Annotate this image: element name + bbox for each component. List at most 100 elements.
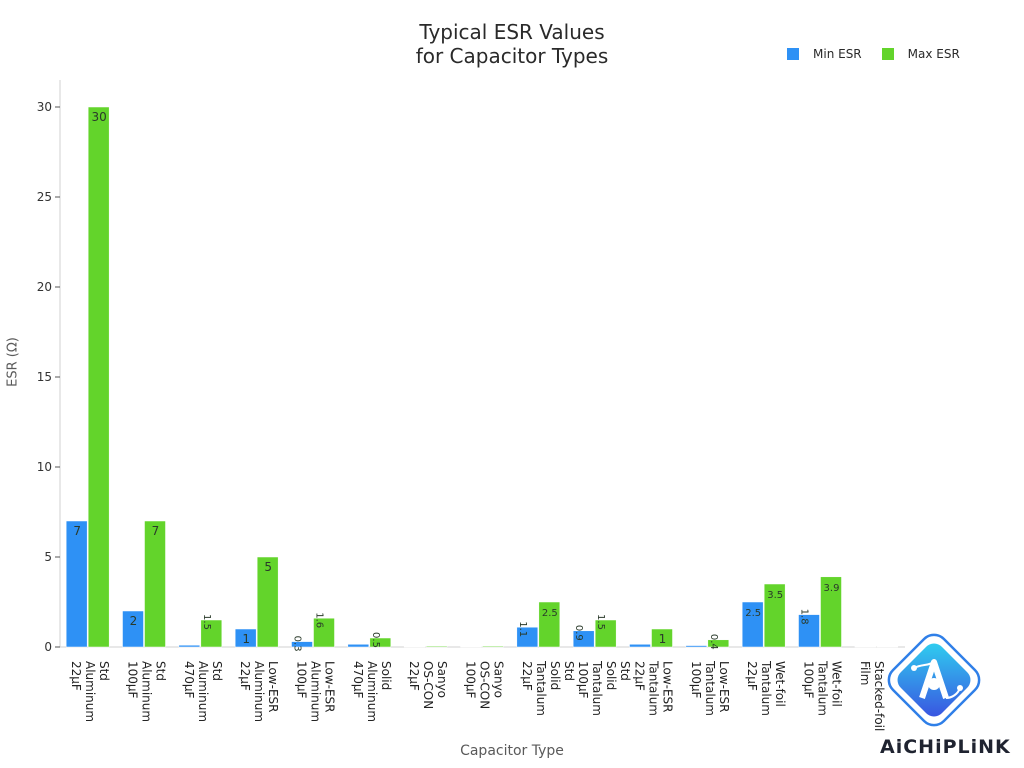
x-tick-label: 100µF Tantalum Solid Std	[576, 660, 632, 716]
bar-max-esr	[482, 645, 504, 648]
x-tick-label-line: Solid	[548, 661, 562, 690]
bar-data-label: 2.5	[542, 608, 558, 619]
x-tick-label-line: 100µF	[689, 661, 703, 699]
bar-min-esr	[178, 644, 201, 648]
x-tick-label-line: Aluminum	[252, 661, 266, 722]
x-tick-label: 22µF Tantalum Solid Std	[520, 660, 576, 716]
bar-min-esr	[516, 626, 539, 648]
bar-max-esr	[425, 645, 448, 648]
x-tick-label-line: Aluminum	[365, 661, 379, 722]
x-tick-label-line: Tantalum	[534, 660, 548, 716]
x-tick-label-line: Aluminum	[140, 661, 154, 722]
x-tick-label: 100µF Tantalum Wet-foil	[802, 660, 844, 716]
x-tick-label-line: Film	[858, 661, 872, 685]
x-tick-label-line: OS-CON	[478, 661, 492, 709]
x-tick-label: 100µF Aluminum Low-ESR	[295, 661, 337, 722]
x-tick-label-line: Aluminum	[83, 661, 97, 722]
bar-data-label: 0.9	[573, 625, 584, 641]
bar-data-label: 30	[92, 110, 107, 124]
x-tick-label-line: 470µF	[182, 661, 196, 699]
x-tick-label: 100µF Tantalum Low-ESR	[689, 660, 731, 716]
bar-max-esr	[538, 601, 561, 648]
legend-item-min-esr[interactable]: Min ESR	[787, 47, 862, 61]
x-tick-label-line: Tantalum	[816, 660, 830, 716]
y-tick-label: 25	[37, 190, 52, 204]
bar-max-esr	[876, 646, 899, 648]
y-axis-label: ESR (Ω)	[5, 337, 21, 387]
x-tick-label-line: Tantalum	[647, 660, 661, 716]
legend-label-min-esr: Min ESR	[813, 47, 862, 61]
legend-label-max-esr: Max ESR	[907, 47, 960, 61]
x-tick-label-line: Low-ESR	[266, 661, 280, 713]
x-tick-label-line: Sanyo	[435, 661, 449, 698]
bar-min-esr	[685, 645, 708, 648]
bar-max-esr	[369, 637, 392, 648]
bar-max-esr	[707, 639, 730, 648]
x-tick-label-line: Low-ESR	[323, 661, 337, 713]
chart-title-line-2: for Capacitor Types	[415, 44, 609, 68]
x-tick-label-line: Std	[154, 661, 168, 681]
bar-data-label: 7	[152, 524, 160, 538]
x-tick-label-line: 100µF	[126, 661, 140, 699]
bar-min-esr	[798, 614, 820, 648]
x-tick-label-line: 22µF	[238, 661, 252, 691]
y-tick-label: 5	[44, 550, 52, 564]
bar-data-label: 0.5	[370, 632, 381, 648]
bar-min-esr	[460, 646, 482, 648]
bar-max-esr	[256, 556, 279, 648]
x-tick-label-line: Wet-foil	[773, 661, 787, 707]
x-tick-label-line: Solid	[604, 661, 618, 690]
x-tick-label-line: Std	[210, 661, 224, 681]
x-tick-label-line: Sanyo	[492, 661, 506, 698]
x-tick-label-line: 100µF	[464, 661, 478, 699]
x-tick-label: 100µF Aluminum Std	[126, 661, 168, 722]
bar-max-esr	[200, 619, 223, 648]
x-tick-label-line: 22µF	[520, 661, 534, 691]
legend-swatch-max-esr	[881, 48, 894, 60]
bar-min-esr	[629, 644, 651, 648]
bar-data-label: 1	[659, 632, 667, 646]
x-tick-label-line: Tantalum	[759, 660, 773, 716]
x-tick-label-line: Std	[618, 661, 632, 681]
legend-swatch-min-esr	[787, 48, 799, 60]
y-tick-label: 30	[37, 100, 52, 114]
bar-min-esr	[403, 646, 426, 648]
x-tick-label-line: Tantalum	[703, 660, 717, 716]
bar-data-label: 1.5	[595, 614, 606, 630]
x-tick-label: 22µF Tantalum Wet-foil	[745, 660, 787, 716]
x-tick-label-line: 100µF	[802, 661, 816, 699]
y-tick-label: 10	[37, 460, 52, 474]
legend-item-max-esr[interactable]: Max ESR	[881, 47, 960, 61]
x-tick-label-line: 22µF	[69, 661, 83, 691]
bar-data-label: 2	[130, 614, 138, 628]
x-tick-label: Film Stacked-foil	[858, 661, 886, 731]
x-tick-label: 22µF Tantalum Low-ESR	[633, 660, 675, 716]
x-tick-label-line: Std	[97, 661, 111, 681]
bar-data-label: 3.5	[767, 590, 783, 601]
bar-data-label: 7	[73, 524, 81, 538]
y-tick-label: 15	[37, 370, 52, 384]
x-tick-label-line: OS-CON	[421, 661, 435, 709]
bar-data-label: 3.9	[824, 583, 840, 594]
x-tick-label: 100µF OS-CON Sanyo	[464, 661, 506, 709]
y-tick-label: 0	[44, 640, 52, 654]
bar-max-esr	[763, 583, 786, 648]
x-tick-label-line: 100µF	[295, 661, 309, 699]
x-tick-label-line: Low-ESR	[717, 661, 731, 713]
x-tick-label-line: Low-ESR	[661, 661, 675, 713]
bar-data-label: 0.4	[708, 634, 719, 650]
x-tick-label-line: 22µF	[407, 661, 421, 691]
y-tick-label: 20	[37, 280, 52, 294]
x-tick-label-line: Wet-foil	[830, 661, 844, 707]
chart-title: Typical ESR Values for Capacitor Types	[0, 20, 1024, 68]
logo-text: AiCHiPLiNK	[880, 736, 1011, 758]
x-tick-label-line: Stacked-foil	[872, 661, 886, 731]
bar-min-esr	[234, 628, 257, 648]
x-tick-label: 22µF OS-CON Sanyo	[407, 661, 449, 709]
bar-data-label: 1.1	[517, 621, 528, 637]
bar-max-esr	[313, 617, 335, 648]
bar-min-esr	[741, 601, 764, 648]
bar-min-esr	[122, 610, 144, 648]
x-tick-label-line: 470µF	[351, 661, 365, 699]
x-tick-label: 22µF Aluminum Std	[69, 661, 111, 722]
